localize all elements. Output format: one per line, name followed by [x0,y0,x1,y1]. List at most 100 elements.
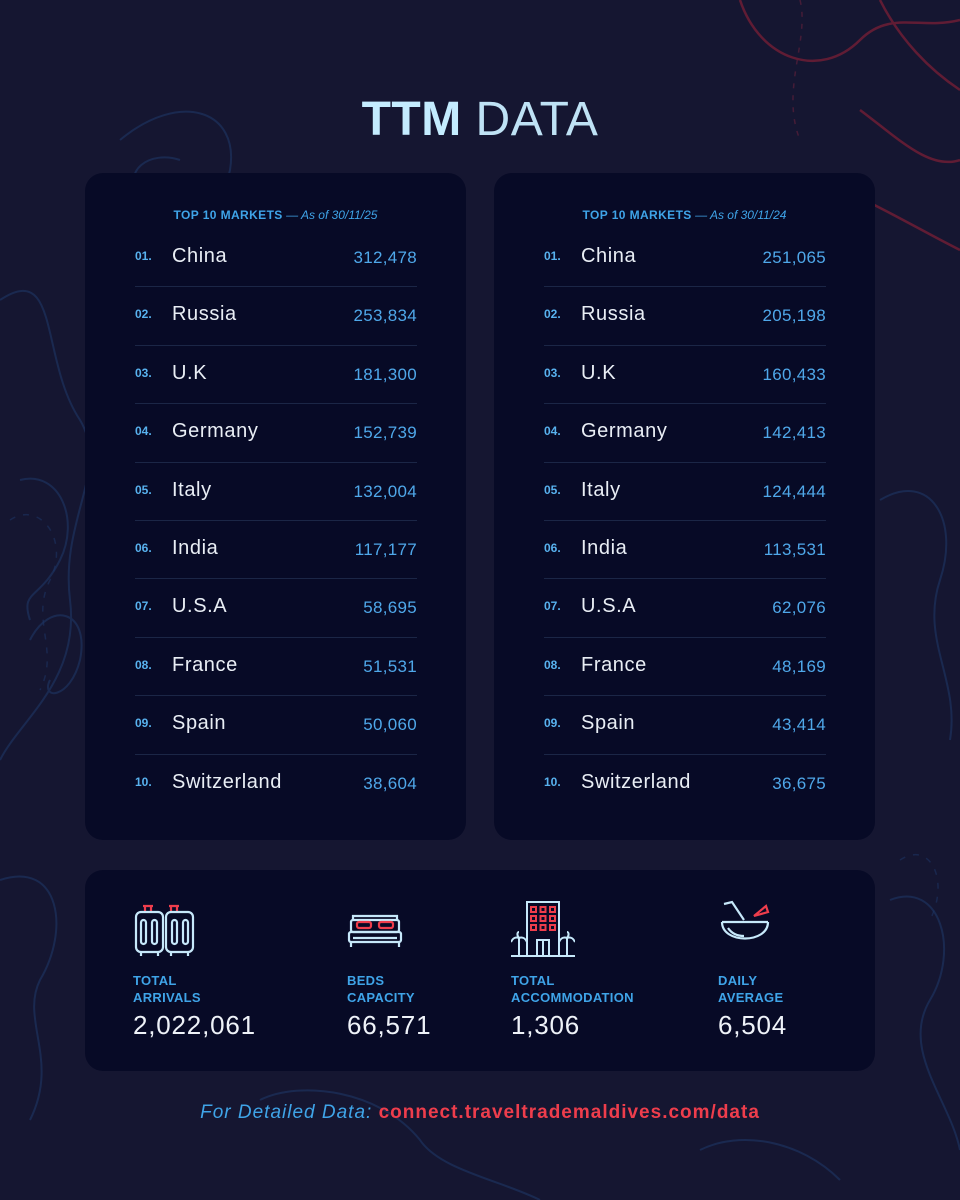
arrivals-value: 51,531 [363,656,417,676]
title-suffix: DATA [475,93,599,146]
country: Italy [581,478,621,501]
markets-card-2024: TOP 10 MARKETS — As of 30/11/24 01. China… [494,173,875,840]
country: Spain [172,712,227,735]
country: Switzerland [581,770,691,793]
card-header: TOP 10 MARKETS — As of 30/11/24 [494,208,875,222]
list-item: 05. Italy 132,004 [135,463,417,521]
stat-label-line1: TOTAL [133,973,177,988]
footer-link[interactable]: connect.traveltrademaldives.com/data [378,1102,760,1123]
rank: 06. [135,540,152,555]
list-item: 03. U.K 160,433 [544,346,826,405]
stat-daily-average: DAILY AVERAGE 6,504 [718,898,787,1041]
arrivals-value: 205,198 [762,306,826,326]
rank: 08. [135,657,152,672]
rank: 02. [135,307,152,322]
arrivals-value: 181,300 [353,364,417,384]
list-item: 07. U.S.A 58,695 [135,579,417,638]
list-item: 02. Russia 205,198 [544,287,826,346]
rank: 10. [135,774,152,789]
country: Germany [172,420,259,443]
rank: 09. [544,716,561,731]
page-title: TTM DATA [0,92,960,147]
arrivals-value: 251,065 [762,248,826,267]
country: Italy [172,478,212,501]
footer-lead: For Detailed Data: [200,1102,373,1123]
stat-value: 1,306 [511,1010,581,1040]
card-label: TOP 10 MARKETS [582,208,692,222]
country: Russia [581,303,646,326]
coconut-drink-icon [720,900,770,940]
arrivals-value: 43,414 [772,715,826,735]
country: France [581,653,647,676]
rank: 03. [544,365,561,380]
markets-card-2025: TOP 10 MARKETS — As of 30/11/25 01. China… [85,173,466,840]
luggage-icon [134,904,195,956]
country: U.K [172,361,208,384]
rank: 06. [544,540,561,555]
rank: 04. [544,424,561,439]
rank: 01. [135,249,152,263]
country: Spain [581,712,636,735]
arrivals-value: 36,675 [772,773,826,793]
arrivals-value: 142,413 [762,423,826,443]
stat-total-accommodation: TOTAL ACCOMMODATION 1,306 [511,898,634,1041]
arrivals-value: 152,739 [353,423,417,443]
arrivals-value: 48,169 [772,656,826,676]
markets-list: 01. China 251,065 02. Russia 205,198 03. U.K 1… [544,229,826,813]
country: France [172,653,238,676]
arrivals-value: 58,695 [363,598,417,618]
list-item: 02. Russia 253,834 [135,287,417,346]
stat-label-line1: TOTAL [511,973,555,988]
country: U.K [581,361,617,384]
arrivals-value: 124,444 [762,481,826,501]
rank: 08. [544,657,561,672]
list-item: 09. Spain 50,060 [135,696,417,755]
card-as-of: — As of 30/11/25 [286,208,378,222]
stat-value: 66,571 [347,1010,432,1040]
stat-label-line2: CAPACITY [347,990,415,1005]
arrivals-value: 62,076 [772,598,826,618]
list-item: 05. Italy 124,444 [544,463,826,521]
stat-label: TOTAL ACCOMMODATION [511,972,634,1006]
list-item: 01. China 312,478 [135,229,417,288]
list-item: 10. Switzerland 38,604 [135,755,417,813]
card-label: TOP 10 MARKETS [173,208,283,222]
markets-list: 01. China 312,478 02. Russia 253,834 03. U.K 1… [135,229,417,813]
stat-value: 2,022,061 [133,1010,256,1040]
list-item: 08. France 48,169 [544,638,826,697]
stat-beds-capacity: BEDS CAPACITY 66,571 [347,898,431,1041]
country: India [581,536,628,559]
arrivals-value: 160,433 [762,364,826,384]
rank: 03. [135,365,152,380]
list-item: 10. Switzerland 36,675 [544,755,826,813]
stat-label-line2: ACCOMMODATION [511,990,634,1005]
country: U.S.A [581,595,637,618]
country: India [172,536,219,559]
stat-total-arrivals: TOTAL ARRIVALS 2,022,061 [133,898,256,1041]
list-item: 09. Spain 43,414 [544,696,826,755]
card-as-of: — As of 30/11/24 [695,208,787,222]
list-item: 04. Germany 152,739 [135,404,417,463]
list-item: 01. China 251,065 [544,229,826,288]
card-header: TOP 10 MARKETS — As of 30/11/25 [85,208,466,222]
title-brand: TTM [361,93,462,146]
arrivals-value: 113,531 [763,539,826,559]
stat-label-line2: ARRIVALS [133,990,201,1005]
list-item: 06. India 117,177 [135,521,417,580]
hotel-icon [511,901,575,957]
arrivals-value: 117,177 [354,539,417,559]
rank: 07. [135,599,152,614]
list-item: 08. France 51,531 [135,638,417,697]
footer: For Detailed Data: connect.traveltradema… [0,1102,960,1124]
country: Switzerland [172,770,282,793]
country: Russia [172,303,237,326]
rank: 02. [544,307,561,322]
arrivals-value: 50,060 [363,715,417,735]
rank: 10. [544,774,561,789]
list-item: 03. U.K 181,300 [135,346,417,405]
stat-label-line2: AVERAGE [718,990,784,1005]
stat-label-line1: BEDS [347,973,385,988]
rank: 09. [135,716,152,731]
country: China [581,245,637,267]
